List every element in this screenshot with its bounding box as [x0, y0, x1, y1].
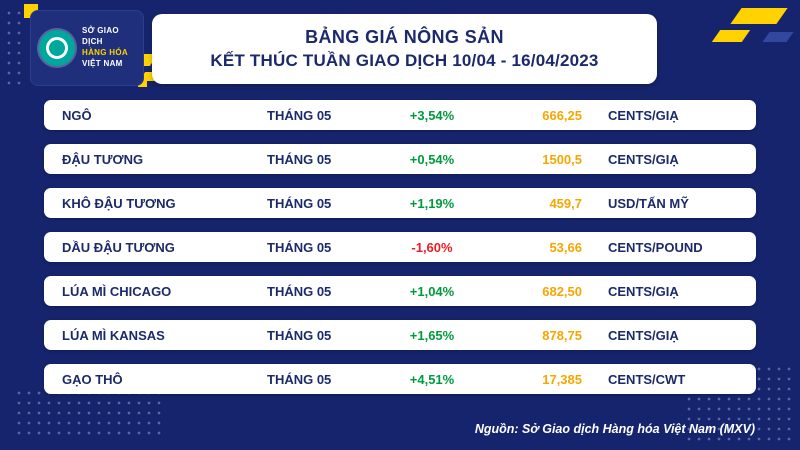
contract-month: THÁNG 05: [267, 371, 332, 387]
change-percent: +3,54%: [409, 107, 455, 123]
change-percent: +1,19%: [409, 195, 455, 211]
price-table: NGÔ THÁNG 05 +3,54% 666,25 CENTS/GIẠ ĐẬU…: [44, 100, 756, 408]
contract-month: THÁNG 05: [267, 195, 332, 211]
table-row: NGÔ THÁNG 05 +3,54% 666,25 CENTS/GIẠ: [44, 100, 756, 130]
contract-month: THÁNG 05: [267, 283, 332, 299]
page-title: BẢNG GIÁ NÔNG SẢN: [305, 27, 504, 47]
logo-line-3: VIỆT NAM: [82, 58, 123, 68]
price-value: 1500,5: [542, 151, 582, 167]
commodity-name: GẠO THÔ: [62, 371, 123, 387]
dots-pattern-bottom-left: [14, 388, 164, 440]
table-row: LÚA MÌ KANSAS THÁNG 05 +1,65% 878,75 CEN…: [44, 320, 756, 350]
page-subtitle: KẾT THÚC TUẦN GIAO DỊCH 10/04 - 16/04/20…: [210, 51, 599, 70]
price-unit: CENTS/CWT: [608, 371, 686, 387]
mxv-logo-icon: [39, 30, 75, 66]
table-row: GẠO THÔ THÁNG 05 +4,51% 17,385 CENTS/CWT: [44, 364, 756, 394]
price-value: 682,50: [542, 283, 582, 299]
price-unit: USD/TẤN MỸ: [608, 195, 689, 211]
table-row: LÚA MÌ CHICAGO THÁNG 05 +1,04% 682,50 CE…: [44, 276, 756, 306]
commodity-name: LÚA MÌ KANSAS: [62, 327, 165, 343]
price-value: 17,385: [542, 371, 582, 387]
price-value: 878,75: [542, 327, 582, 343]
contract-month: THÁNG 05: [267, 239, 332, 255]
change-percent: +1,04%: [409, 283, 455, 299]
table-row: DẦU ĐẬU TƯƠNG THÁNG 05 -1,60% 53,66 CENT…: [44, 232, 756, 262]
price-unit: CENTS/GIẠ: [608, 327, 679, 343]
price-unit: CENTS/GIẠ: [608, 107, 679, 123]
commodity-name: NGÔ: [62, 107, 92, 123]
mxv-logo: SỞ GIAO DỊCH HÀNG HÓA VIỆT NAM: [30, 10, 144, 86]
title-card: BẢNG GIÁ NÔNG SẢN KẾT THÚC TUẦN GIAO DỊC…: [152, 14, 657, 84]
logo-line-2: HÀNG HÓA: [82, 48, 128, 57]
price-value: 53,66: [549, 239, 582, 255]
commodity-name: ĐẬU TƯƠNG: [62, 151, 144, 167]
source-note: Nguồn: Sở Giao dịch Hàng hóa Việt Nam (M…: [474, 422, 755, 436]
price-unit: CENTS/GIẠ: [608, 283, 679, 299]
change-percent: +0,54%: [409, 151, 455, 167]
contract-month: THÁNG 05: [267, 327, 332, 343]
commodity-name: LÚA MÌ CHICAGO: [62, 283, 172, 299]
table-row: KHÔ ĐẬU TƯƠNG THÁNG 05 +1,19% 459,7 USD/…: [44, 188, 756, 218]
contract-month: THÁNG 05: [267, 107, 332, 123]
commodity-name: KHÔ ĐẬU TƯƠNG: [62, 195, 176, 211]
price-value: 459,7: [549, 195, 582, 211]
change-percent: -1,60%: [411, 239, 453, 255]
price-value: 666,25: [542, 107, 582, 123]
price-unit: CENTS/POUND: [608, 239, 703, 255]
table-row: ĐẬU TƯƠNG THÁNG 05 +0,54% 1500,5 CENTS/G…: [44, 144, 756, 174]
change-percent: +1,65%: [409, 327, 455, 343]
decor-slash-blue: [762, 32, 794, 42]
mxv-logo-text: SỞ GIAO DỊCH HÀNG HÓA VIỆT NAM: [82, 26, 135, 69]
decor-slash-top-right: [730, 8, 788, 24]
contract-month: THÁNG 05: [267, 151, 332, 167]
change-percent: +4,51%: [409, 371, 455, 387]
decor-slash-top-right-2: [711, 30, 751, 42]
price-unit: CENTS/GIẠ: [608, 151, 679, 167]
logo-line-1: SỞ GIAO DỊCH: [82, 26, 119, 47]
commodity-name: DẦU ĐẬU TƯƠNG: [62, 239, 175, 255]
dots-pattern-top-left: [4, 8, 26, 90]
